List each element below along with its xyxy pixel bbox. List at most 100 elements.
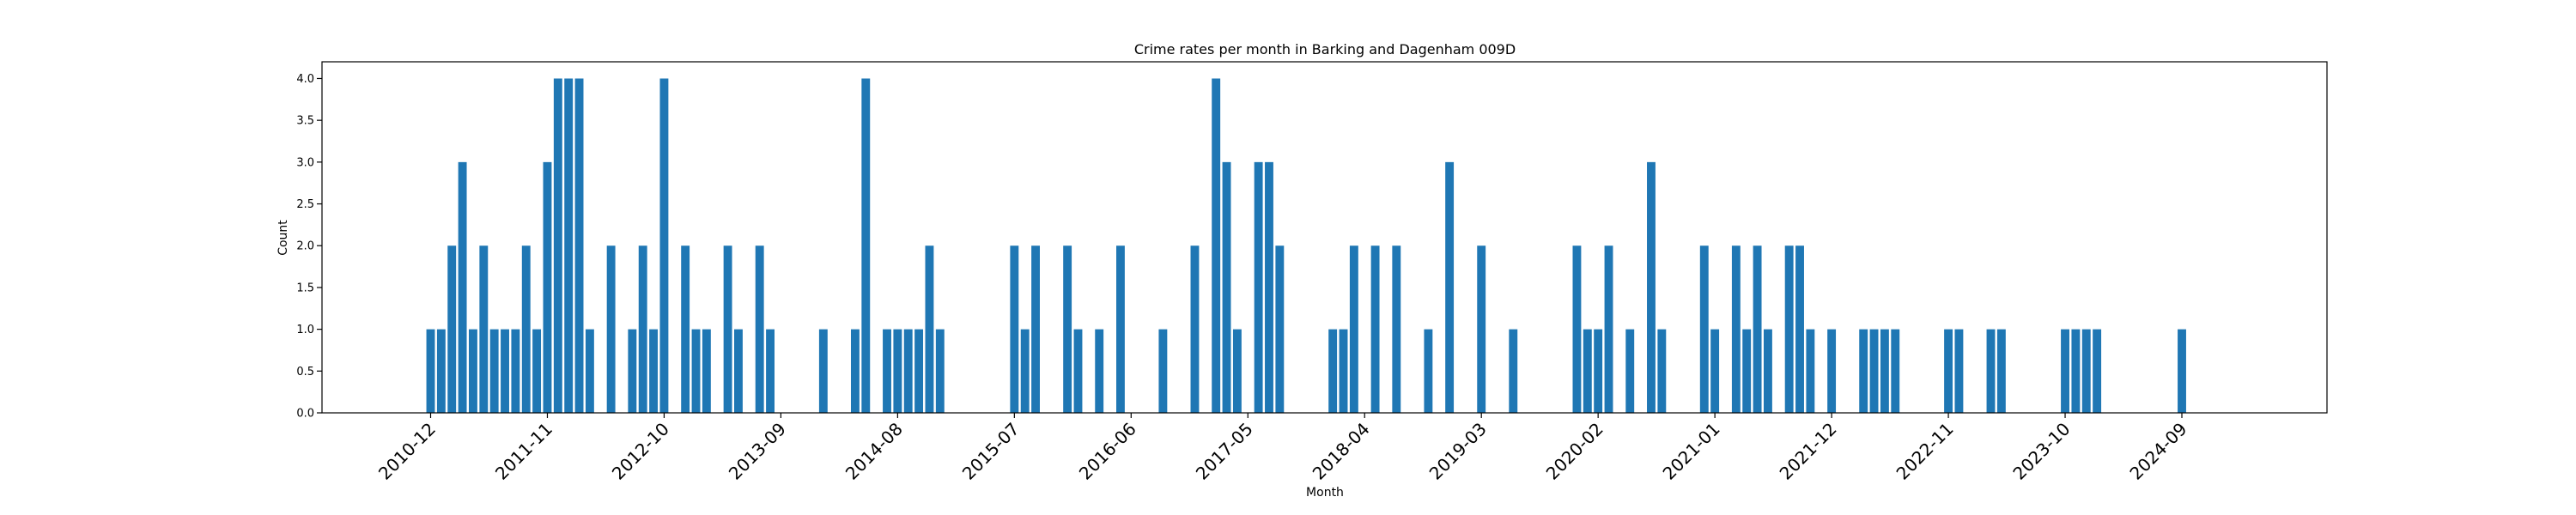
bar — [2081, 329, 2091, 413]
bar — [638, 245, 647, 413]
bar — [691, 329, 701, 413]
bar — [935, 329, 945, 413]
bar — [1370, 245, 1380, 413]
bar — [1031, 245, 1040, 413]
bar — [1859, 329, 1868, 413]
bar — [1509, 329, 1518, 413]
bar — [1996, 329, 2006, 413]
y-tick-label: 4.0 — [296, 73, 314, 86]
bar — [2061, 329, 2069, 413]
bar — [2178, 329, 2186, 413]
x-tick-label: 2016-06 — [1075, 419, 1140, 484]
bar — [1424, 329, 1433, 413]
x-tick-label: 2015-07 — [958, 419, 1024, 484]
bar — [479, 245, 489, 413]
y-tick-label: 0.0 — [296, 408, 314, 421]
bar — [1254, 161, 1263, 414]
x-tick-label: 2018-04 — [1309, 419, 1374, 484]
x-tick-label: 2014-08 — [841, 419, 907, 484]
bar — [1265, 161, 1273, 414]
bar — [850, 329, 860, 413]
bar — [755, 245, 764, 413]
bar — [521, 245, 531, 413]
x-tick-label: 2017-05 — [1192, 419, 1257, 484]
bar — [489, 329, 499, 413]
bar — [1572, 245, 1582, 413]
bar — [1275, 245, 1285, 413]
bar — [1891, 329, 1900, 413]
bar — [628, 329, 637, 413]
y-tick-label: 0.5 — [296, 366, 314, 379]
bar — [1010, 245, 1019, 413]
y-axis-label: Count — [276, 220, 290, 256]
bar — [1944, 329, 1953, 413]
bar — [469, 329, 477, 413]
bar — [925, 245, 934, 413]
bar — [2071, 329, 2081, 413]
x-axis-label: Month — [1306, 486, 1344, 500]
bar — [1806, 329, 1815, 413]
plot-frame — [321, 61, 2328, 414]
x-tick-label: 2023-10 — [2008, 419, 2074, 484]
bar — [1349, 245, 1358, 413]
bar — [1763, 329, 1772, 413]
bar — [426, 329, 435, 413]
bar — [574, 78, 584, 413]
bar — [1710, 329, 1720, 413]
bar — [1880, 329, 1889, 413]
bar — [1986, 329, 1996, 413]
bar — [1063, 245, 1072, 413]
bar — [1869, 329, 1879, 413]
bar — [1020, 329, 1030, 413]
x-tick-label: 2013-09 — [725, 419, 790, 484]
y-tick-label: 3.0 — [296, 156, 314, 169]
bar — [1116, 245, 1125, 413]
bar — [883, 329, 891, 413]
bar — [553, 78, 562, 413]
x-tick-label: 2022-11 — [1893, 419, 1958, 484]
bar — [1328, 329, 1338, 413]
bar — [606, 245, 616, 413]
x-tick-label: 2010-12 — [374, 419, 440, 484]
bar — [1190, 245, 1200, 413]
bar — [1604, 245, 1613, 413]
x-axis: 2010-12 2011-11 2012-10 2013-09 2014-08 2015-… — [374, 413, 2191, 484]
bar — [1232, 329, 1242, 413]
bar — [734, 329, 743, 413]
bar — [1731, 245, 1741, 413]
y-tick-label: 1.0 — [296, 324, 314, 336]
bar — [543, 161, 552, 414]
bar — [818, 329, 828, 413]
bar — [1784, 245, 1794, 413]
bar — [1594, 329, 1603, 413]
bar — [1073, 329, 1083, 413]
bar — [702, 329, 711, 413]
bar — [1753, 245, 1762, 413]
x-tick-label: 2011-11 — [491, 419, 556, 484]
x-tick-label: 2021-12 — [1776, 419, 1841, 484]
bar — [1445, 161, 1455, 414]
bar — [458, 161, 467, 414]
bar — [1954, 329, 1964, 413]
bar — [1222, 161, 1231, 414]
bar — [723, 245, 732, 413]
bar — [447, 245, 457, 413]
bar — [501, 329, 509, 413]
bar — [1477, 245, 1486, 413]
bar — [1795, 245, 1804, 413]
y-tick-label: 1.5 — [296, 282, 314, 294]
x-tick-label: 2012-10 — [608, 419, 673, 484]
bar — [1583, 329, 1592, 413]
bar — [766, 329, 775, 413]
bar — [564, 78, 574, 413]
bar — [649, 329, 659, 413]
bar — [893, 329, 902, 413]
bar — [532, 329, 542, 413]
chart-title: Crime rates per month in Barking and Dag… — [1134, 41, 1516, 58]
bar — [659, 78, 669, 413]
bar — [1742, 329, 1752, 413]
bar — [1392, 245, 1401, 413]
x-tick-label: 2021-01 — [1659, 419, 1724, 484]
bar — [1158, 329, 1168, 413]
